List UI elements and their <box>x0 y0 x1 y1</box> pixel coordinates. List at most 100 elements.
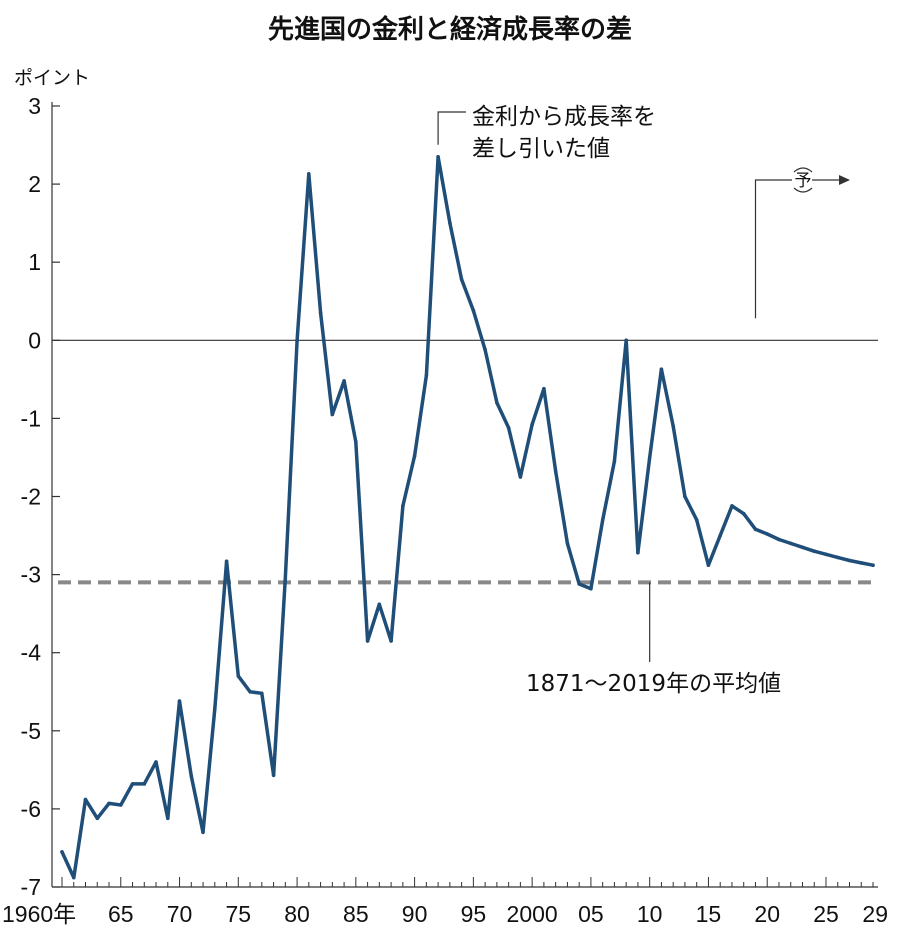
data-point <box>495 401 499 405</box>
data-point <box>847 558 852 563</box>
data-point <box>365 639 370 643</box>
data-point <box>166 816 170 821</box>
data-point <box>213 707 217 711</box>
series-label-leader <box>437 111 466 145</box>
data-point <box>459 277 464 282</box>
data-point <box>342 379 346 383</box>
forecast-label: 予 <box>795 171 812 191</box>
data-point <box>671 424 675 429</box>
data-point <box>471 308 476 313</box>
data-point <box>389 639 393 643</box>
data-point <box>530 422 534 427</box>
y-tick-label: -4 <box>21 640 42 666</box>
x-tick-label: 80 <box>284 901 310 927</box>
data-point <box>119 803 123 807</box>
data-point <box>612 459 617 464</box>
x-tick-label: 65 <box>108 901 134 927</box>
data-point <box>706 563 711 567</box>
y-tick-label: -2 <box>21 484 41 510</box>
data-point <box>800 545 805 550</box>
data-point <box>83 797 88 802</box>
data-point <box>542 386 546 391</box>
x-tick-label: 75 <box>226 901 252 927</box>
x-tick-label: 85 <box>343 901 369 927</box>
data-point <box>201 830 205 835</box>
data-point <box>260 691 264 696</box>
data-point <box>694 518 699 522</box>
y-tick-label: -5 <box>21 718 41 744</box>
y-tick-label: 0 <box>28 327 41 353</box>
data-point <box>72 875 76 880</box>
y-axis-unit-label: ポイント <box>14 67 90 89</box>
data-point <box>777 537 781 542</box>
y-tick-label: 2 <box>28 171 41 197</box>
data-point <box>871 563 875 567</box>
data-point <box>248 690 252 694</box>
y-tick-label: -6 <box>21 796 41 822</box>
data-point <box>154 760 158 764</box>
data-point <box>518 475 523 479</box>
series-line <box>60 155 875 880</box>
data-point <box>565 541 570 546</box>
y-tick-label: 1 <box>28 249 41 275</box>
x-tick-label: 20 <box>754 901 780 927</box>
series-label: 金利から成長率を <box>472 104 656 130</box>
data-point <box>835 555 840 560</box>
forecast-label-paren-bottom <box>793 187 813 193</box>
data-point <box>636 550 640 555</box>
x-tick-label: 1960年 <box>2 901 76 927</box>
data-point <box>295 338 299 343</box>
data-point <box>95 816 100 821</box>
data-point <box>401 504 405 508</box>
data-point <box>647 455 652 460</box>
forecast-arrowhead <box>839 175 850 185</box>
data-point <box>553 469 558 474</box>
forecast-label-paren-top <box>793 167 813 173</box>
average-label: 1871〜2019年の平均値 <box>526 671 781 697</box>
data-point <box>600 518 605 522</box>
series-label-line2: 差し引いた値 <box>472 136 610 162</box>
data-point <box>448 221 452 225</box>
data-point <box>236 674 241 678</box>
data-point <box>189 774 194 778</box>
data-point <box>718 533 722 538</box>
data-point <box>506 426 511 430</box>
x-tick-label: 05 <box>578 901 604 927</box>
data-point <box>130 782 135 786</box>
data-point <box>730 504 734 508</box>
data-point <box>483 347 487 352</box>
data-point <box>330 412 335 417</box>
x-tick-label: 90 <box>402 901 428 927</box>
x-tick-label: 29 <box>862 901 888 927</box>
y-tick-label: -1 <box>21 405 41 431</box>
data-point <box>765 532 769 536</box>
data-point <box>859 561 863 565</box>
data-point <box>354 440 358 444</box>
data-point <box>741 511 746 516</box>
y-tick-label: -3 <box>21 562 41 588</box>
data-point <box>624 338 628 343</box>
data-point <box>788 541 793 546</box>
data-point <box>577 582 581 586</box>
data-point <box>283 576 288 581</box>
data-point <box>412 454 417 458</box>
data-point <box>812 549 816 553</box>
x-tick-label: 15 <box>696 901 722 927</box>
data-point <box>589 586 593 591</box>
data-point <box>753 527 758 532</box>
series-points <box>60 155 875 880</box>
data-point <box>683 494 687 499</box>
forecast-marker-line <box>754 179 792 319</box>
data-point <box>436 155 440 159</box>
data-point <box>424 373 429 378</box>
data-point <box>107 801 111 806</box>
x-tick-label: 2000 <box>507 901 558 927</box>
y-tick-label: -7 <box>21 874 41 900</box>
data-point <box>60 850 64 854</box>
x-tick-label: 70 <box>167 901 193 927</box>
y-tick-label: 3 <box>28 93 41 119</box>
data-point <box>377 602 382 607</box>
chart-title: 先進国の金利と経済成長率の差 <box>268 14 632 45</box>
x-axis: 1960年 65 70 75 80 85 90 95 2000 05 10 15 20 25 29 <box>2 877 888 927</box>
y-axis: 3 2 1 0 -1 -2 -3 -4 -5 -6 -7 <box>21 93 60 900</box>
